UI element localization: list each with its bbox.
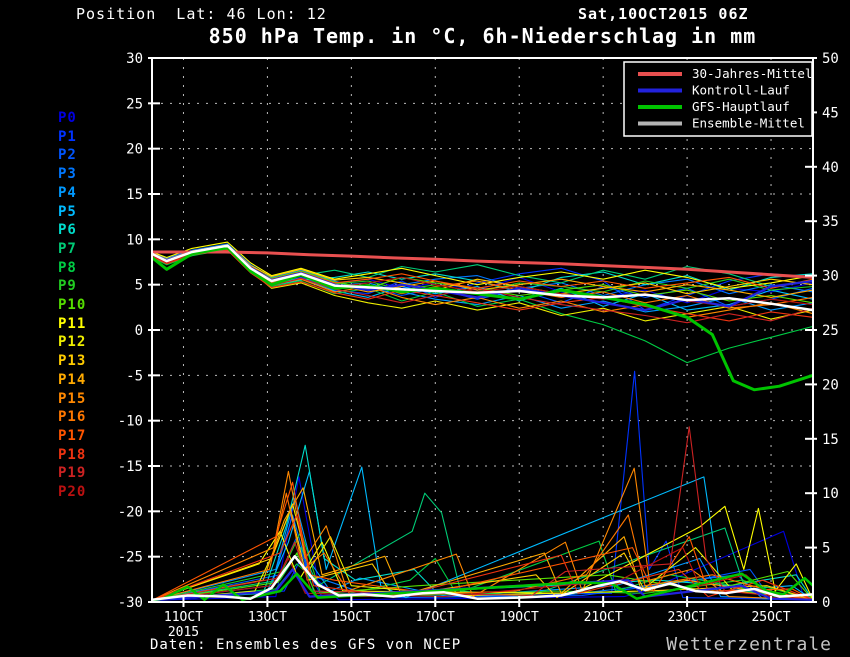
legend-label: GFS-Hauptlauf (692, 99, 790, 114)
legend-label: 30-Jahres-Mittel (692, 66, 812, 81)
temp-tick-label: -10 (118, 414, 143, 430)
date-tick-label: 19OCT (500, 610, 539, 625)
date-tick-label: 11OCT (164, 610, 203, 625)
temp-tick-label: 5 (135, 278, 143, 294)
date-tick-label: 15OCT (332, 610, 371, 625)
member-label-P1: P1 (58, 128, 77, 145)
date-tick-label: 13OCT (248, 610, 287, 625)
temp-tick-label: -20 (118, 504, 143, 520)
precip-tick-label: 20 (822, 377, 839, 393)
precip-tick-label: 45 (822, 105, 839, 121)
precip-tick-label: 10 (822, 486, 839, 502)
temp-line-Ensemble-Mittel (151, 244, 814, 312)
precip-tick-label: 15 (822, 432, 839, 448)
precip-line-P1 (151, 370, 814, 601)
precip-tick-label: 30 (822, 269, 839, 285)
temp-tick-label: 30 (126, 51, 143, 67)
temp-line-P3 (151, 243, 814, 297)
position-label: Position Lat: 46 Lon: 12 (76, 5, 327, 23)
temp-tick-label: -5 (126, 368, 143, 384)
member-label-P19: P19 (58, 465, 87, 482)
precip-line-P11 (151, 505, 814, 601)
member-label-P10: P10 (58, 297, 87, 313)
precip-tick-label: 0 (822, 595, 830, 611)
temp-tick-label: 10 (126, 232, 143, 248)
member-label-P0: P0 (58, 110, 77, 126)
member-label-P6: P6 (58, 222, 77, 239)
precip-tick-label: 50 (822, 51, 839, 67)
precip-line-P14 (151, 487, 814, 601)
legend-label: Ensemble-Mittel (692, 116, 805, 131)
precip-line-P17 (151, 481, 814, 601)
precip-tick-label: 5 (822, 541, 830, 557)
member-label-P20: P20 (58, 484, 87, 500)
member-label-P14: P14 (58, 371, 87, 388)
precip-tick-label: 40 (822, 160, 839, 176)
run-datetime: Sat,10OCT2015 06Z (578, 5, 749, 23)
member-label-P13: P13 (58, 353, 87, 370)
legend-label: Kontroll-Lauf (692, 83, 790, 98)
precip-line-P16 (151, 492, 814, 601)
temp-tick-label: -30 (118, 595, 143, 611)
member-label-P5: P5 (58, 203, 77, 220)
date-tick-label: 25OCT (751, 610, 790, 625)
temp-tick-label: -15 (118, 459, 143, 475)
member-label-P2: P2 (58, 147, 77, 164)
date-tick-label: 21OCT (584, 610, 623, 625)
precip-line-P4 (151, 498, 814, 601)
member-label-P7: P7 (58, 240, 77, 257)
precip-line-Ensemble-Mittel (151, 555, 814, 602)
temp-tick-label: 20 (126, 142, 143, 158)
member-label-P4: P4 (58, 184, 77, 201)
member-label-P3: P3 (58, 166, 77, 183)
year-label: 2015 (168, 625, 199, 640)
member-label-P15: P15 (58, 390, 87, 407)
temp-tick-label: 15 (126, 187, 143, 203)
precip-line-P7 (151, 492, 814, 601)
member-label-P17: P17 (58, 427, 87, 444)
temp-line-P18 (151, 249, 814, 322)
temp-line-P19 (151, 247, 814, 324)
precip-line-Kontroll-Lauf (151, 568, 814, 602)
precip-tick-label: 35 (822, 214, 839, 230)
member-label-P8: P8 (58, 259, 77, 276)
temp-tick-label: 0 (135, 323, 143, 339)
precip-tick-label: 25 (822, 323, 839, 339)
temp-tick-label: 25 (126, 96, 143, 112)
date-tick-label: 23OCT (668, 610, 707, 625)
member-label-P18: P18 (58, 446, 87, 463)
date-tick-label: 17OCT (416, 610, 455, 625)
member-label-P11: P11 (58, 315, 87, 332)
data-source-label: Daten: Ensembles des GFS von NCEP (150, 637, 462, 653)
temp-line-P11 (151, 241, 814, 289)
brand-label: Wetterzentrale (666, 634, 832, 655)
precip-line-P15 (151, 467, 814, 601)
member-label-P9: P9 (58, 278, 77, 295)
member-label-P12: P12 (58, 334, 87, 351)
chart-title: 850 hPa Temp. in °C, 6h-Niederschlag in … (208, 24, 757, 48)
temp-line-30-Jahres-Mittel (152, 250, 814, 279)
temp-tick-label: -25 (118, 550, 143, 566)
member-label-P16: P16 (58, 409, 87, 426)
